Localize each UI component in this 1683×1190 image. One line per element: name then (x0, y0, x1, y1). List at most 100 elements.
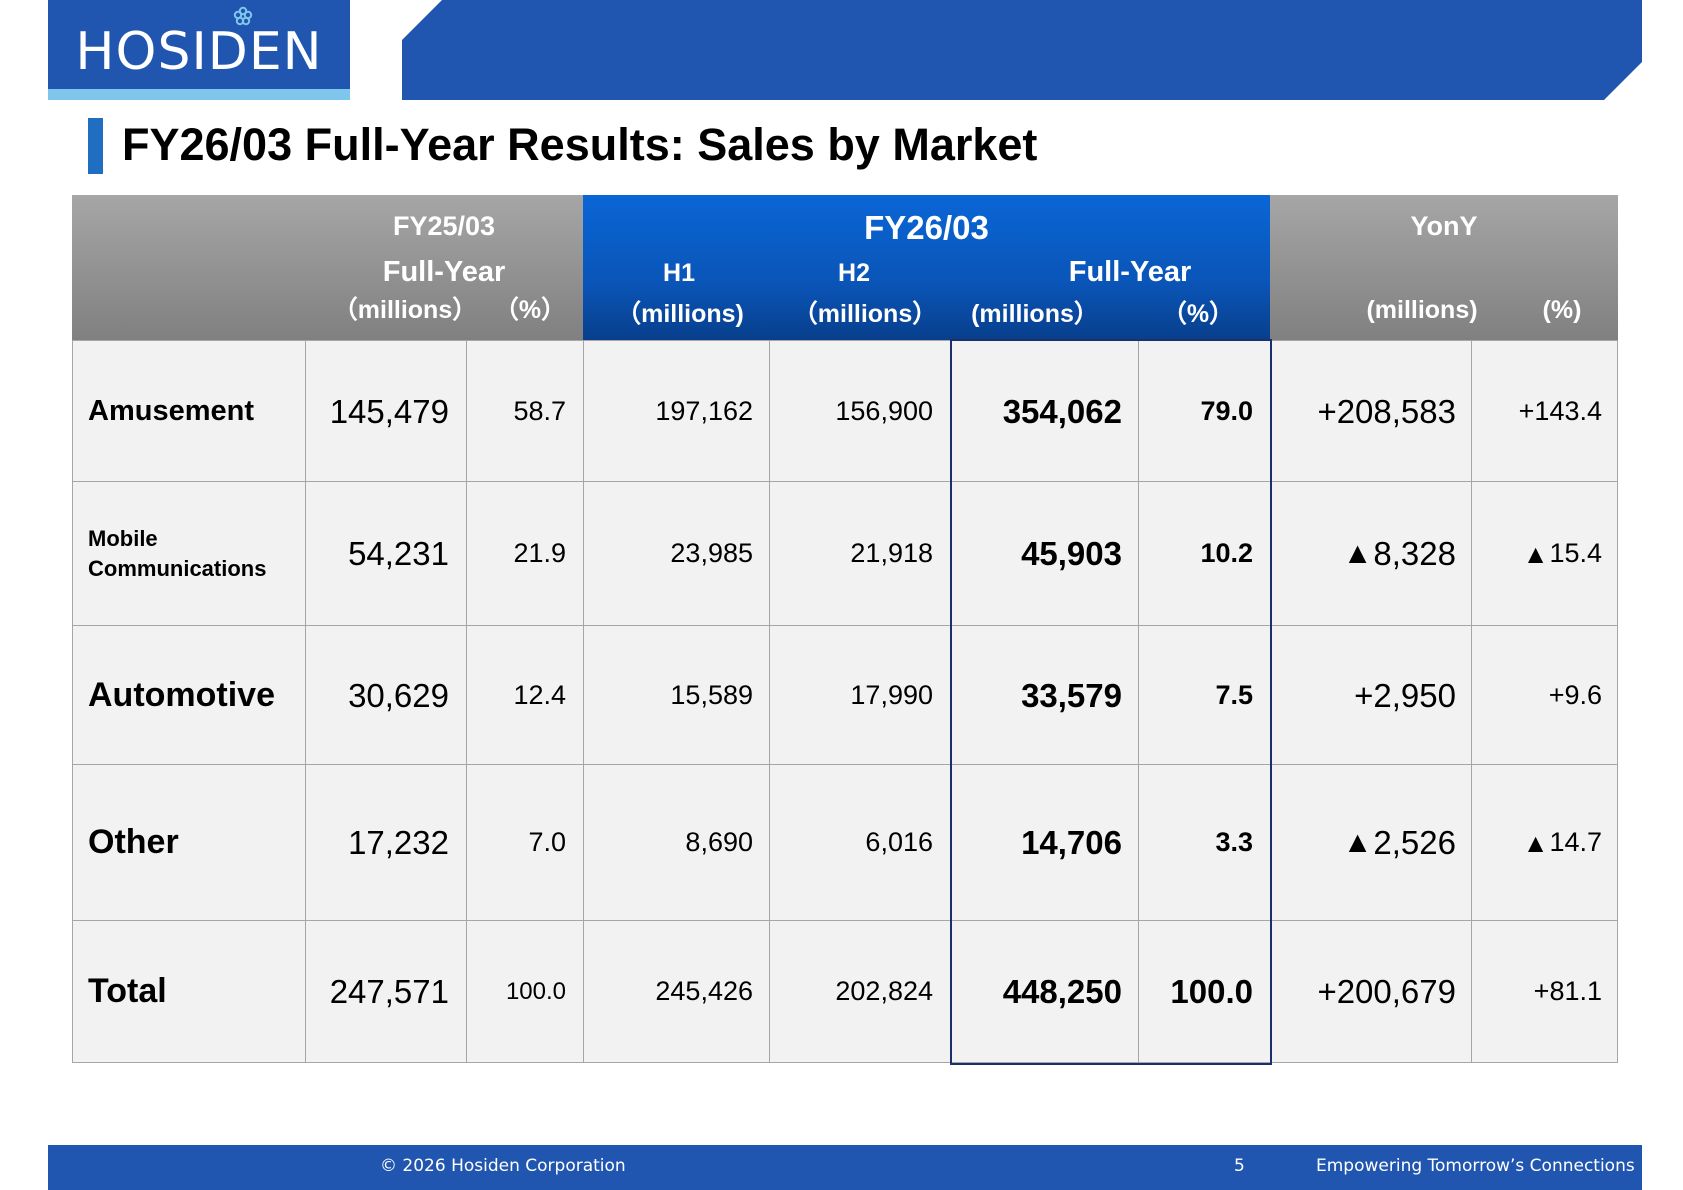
yony-millions-value: ▲ 8,328 (1270, 482, 1456, 625)
fy25-pct-value: 100.0 (505, 977, 566, 1005)
h2-value: 156,900 (835, 395, 933, 426)
decrease-triangle-icon: ▲ (1522, 538, 1549, 569)
fy26-full-value: 33,579 (1021, 676, 1122, 714)
market-label: Automotive (88, 626, 275, 764)
logo-stripe (48, 89, 350, 100)
decrease-triangle-icon: ▲ (1342, 825, 1373, 859)
col-divider (1617, 340, 1618, 1063)
market-name-line1: Mobile (88, 525, 158, 551)
fy26-full-value: 354,062 (1002, 392, 1122, 430)
yony-millions-value: ▲ 2,526 (1270, 765, 1456, 920)
yony-pct-value: ▲ 14.7 (1471, 765, 1602, 920)
fy25-pct-value: 21.9 (513, 538, 566, 568)
yony-pct-number: 14.7 (1549, 827, 1602, 857)
fy26-h2-unit: （millions） (792, 300, 938, 328)
fy25-unit-pct: （%） (493, 296, 567, 324)
yony-pct-number: +81.1 (1533, 976, 1602, 1006)
flower-icon (233, 6, 253, 26)
fy26-period: FY26/03 (864, 209, 989, 246)
header-band (402, 0, 1642, 100)
header-fy26 (583, 195, 1270, 340)
yony-pct-value: ▲ 15.4 (1471, 482, 1602, 625)
h1-value: 8,690 (685, 827, 753, 857)
decrease-triangle-icon: ▲ (1522, 827, 1549, 858)
col-divider (305, 340, 306, 1063)
market-label: Total (88, 921, 167, 1062)
fy26-fy-unit-millions: (millions） (971, 300, 1099, 328)
h2-value: 21,918 (850, 538, 933, 568)
h1-value: 23,985 (670, 538, 753, 568)
yony-pct-value: +9.6 (1471, 626, 1602, 764)
page-number: 5 (1234, 1156, 1245, 1176)
yony-millions-value: +208,583 (1270, 341, 1456, 481)
fy25-full-value: 54,231 (348, 535, 449, 572)
fy26-h2-label: H2 (838, 259, 870, 287)
h2-value: 6,016 (865, 827, 933, 857)
col-divider (466, 340, 467, 1063)
fy25-unit-millions: （millions） (332, 296, 478, 324)
h2-value: 202,824 (835, 976, 933, 1006)
fy26-pct-value: 100.0 (1170, 973, 1253, 1010)
table-row: Mobile Communications 54,231 21.9 23,985… (72, 482, 1618, 625)
yony-pct-value: +143.4 (1471, 341, 1602, 481)
market-name: Other (88, 823, 179, 861)
row-divider (72, 920, 1618, 921)
logo-text: HOSIDEN (75, 22, 323, 82)
col-divider (769, 340, 770, 1063)
table-row: Automotive 30,629 12.4 15,589 17,990 33,… (72, 626, 1618, 764)
table-row: Total 247,571 100.0 245,426 202,824 448,… (72, 921, 1618, 1062)
yony-millions-number: +200,679 (1317, 973, 1456, 1010)
fy26-pct-value: 7.5 (1215, 679, 1253, 710)
row-divider (72, 764, 1618, 765)
row-divider (72, 1062, 1618, 1063)
market-name: Total (88, 972, 167, 1010)
fy26-h1-label: H1 (663, 259, 695, 287)
yony-millions-value: +2,950 (1270, 626, 1456, 764)
fy26-fullyear-label: Full-Year (1068, 256, 1192, 288)
market-label: Mobile Communications (88, 482, 266, 625)
header-yony (1270, 195, 1618, 340)
h1-value: 15,589 (670, 679, 753, 710)
fy25-full-value: 247,571 (329, 973, 449, 1010)
footer-bar: © 2026 Hosiden Corporation 5 Empowering … (48, 1145, 1642, 1190)
fy25-full-value: 30,629 (348, 676, 449, 714)
table-body (72, 340, 1618, 1063)
yony-millions-number: 8,328 (1373, 535, 1456, 572)
yony-millions-value: +200,679 (1270, 921, 1456, 1062)
market-label: Amusement (88, 341, 254, 481)
fy26-full-value: 448,250 (1002, 973, 1122, 1010)
fy25-full-value: 17,232 (348, 824, 449, 861)
fy25-pct-value: 12.4 (513, 679, 566, 710)
row-divider (72, 340, 1618, 341)
h2-value: 17,990 (850, 679, 933, 710)
yony-pct-number: +9.6 (1548, 679, 1602, 710)
copyright: © 2026 Hosiden Corporation (380, 1156, 626, 1176)
table-row: Other 17,232 7.0 8,690 6,016 14,706 3.3 … (72, 765, 1618, 920)
market-name: Amusement (88, 394, 254, 427)
fy26-pct-value: 3.3 (1215, 827, 1253, 857)
yony-pct-number: +143.4 (1518, 395, 1602, 426)
market-name: Automotive (88, 675, 275, 714)
h1-value: 197,162 (655, 395, 753, 426)
col-divider (72, 340, 73, 1063)
fy26-h1-unit: （millions) (616, 300, 744, 328)
yony-unit-pct: (%) (1542, 296, 1582, 324)
fy26-pct-value: 10.2 (1200, 538, 1253, 568)
fy25-fullyear-label: Full-Year (382, 256, 506, 288)
fy26-full-value: 14,706 (1021, 824, 1122, 861)
fy25-pct-value: 58.7 (513, 395, 566, 426)
table-row: Amusement 145,479 58.7 197,162 156,900 3… (72, 341, 1618, 481)
col-divider (1471, 340, 1472, 1063)
tagline: Empowering Tomorrow’s Connections (1316, 1156, 1635, 1176)
fy26-fullyear-highlight (950, 339, 1272, 1065)
header-fy25 (72, 195, 583, 340)
market-name-line2: Communications (88, 555, 267, 581)
row-divider (72, 481, 1618, 482)
col-divider (1138, 340, 1139, 1063)
decrease-triangle-icon: ▲ (1342, 536, 1373, 570)
col-divider (583, 340, 584, 1063)
yony-label: YonY (1410, 211, 1478, 241)
yony-millions-number: +2,950 (1354, 676, 1456, 714)
page-title: FY26/03 Full-Year Results: Sales by Mark… (122, 119, 1038, 170)
fy25-period: FY25/03 (392, 211, 496, 241)
